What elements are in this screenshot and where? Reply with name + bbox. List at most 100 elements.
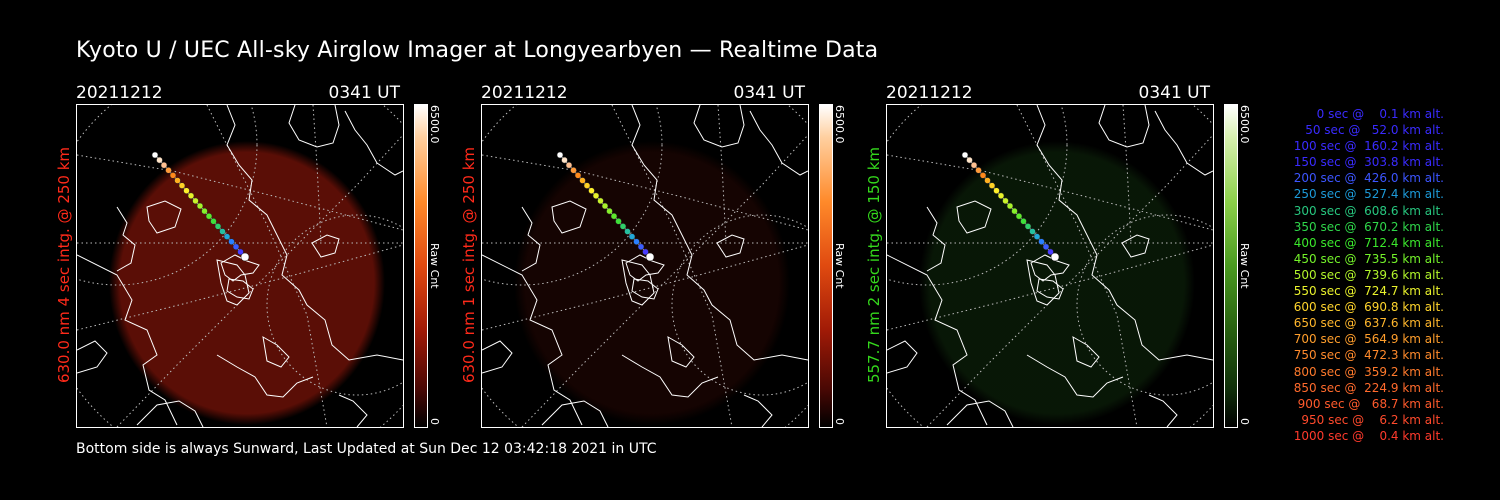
trajectory-point — [579, 177, 586, 184]
colorbar-unit: Raw Cnt — [833, 243, 846, 289]
coastline — [338, 394, 368, 427]
coastline — [551, 200, 587, 234]
trajectory-point — [615, 218, 622, 225]
map-frame — [481, 104, 809, 428]
trajectory-point — [561, 156, 568, 164]
trajectory-point — [196, 202, 204, 210]
trajectory-point — [187, 192, 195, 200]
trajectory-point — [1020, 218, 1027, 225]
coastline — [1154, 110, 1213, 176]
map-frame — [76, 104, 404, 428]
panel-date: 20211212 — [886, 83, 973, 103]
latitude-ring — [266, 214, 403, 396]
colorbar-max: 6500.0 — [428, 105, 441, 144]
colorbar-min: 0 — [833, 418, 846, 425]
island-outline — [1036, 278, 1064, 300]
trajectory-point — [979, 172, 987, 179]
coastline — [1121, 234, 1150, 258]
trajectory-point — [592, 192, 600, 200]
island-outline — [625, 254, 665, 282]
trajectory-point — [240, 252, 250, 262]
island-outline — [226, 278, 254, 300]
colorbar-min: 0 — [1238, 418, 1251, 425]
meridian-line — [611, 105, 733, 427]
coastline — [1026, 354, 1124, 398]
trajectory-point — [1006, 202, 1014, 210]
trajectory-point — [975, 167, 982, 174]
coastline — [887, 340, 918, 374]
trajectory-point — [223, 233, 231, 240]
allsky-image — [886, 104, 1214, 428]
legend-entry: 850 sec @ 224.9 km alt. — [1289, 380, 1444, 395]
trajectory-point — [232, 243, 240, 251]
trajectory-point — [588, 187, 595, 194]
legend-entry: 900 sec @ 68.7 km alt. — [1293, 396, 1444, 411]
map-frame — [886, 104, 1214, 428]
coastline — [216, 259, 250, 306]
trajectory-point — [192, 197, 199, 205]
trajectory-point — [205, 212, 213, 220]
map-svg — [887, 105, 1213, 427]
trajectory-point — [610, 212, 618, 220]
panel-time: 0341 UT — [328, 83, 401, 103]
trajectory-point — [642, 248, 649, 256]
latitude-ring — [887, 105, 1068, 286]
trajectory-point — [645, 252, 655, 262]
trajectory-point — [624, 228, 631, 235]
coastline — [1036, 105, 1213, 361]
coastline — [311, 234, 340, 258]
coastline — [262, 336, 290, 368]
trajectory-point — [237, 248, 244, 256]
coastline — [136, 400, 204, 427]
island-outline — [631, 278, 659, 300]
coastline — [621, 354, 719, 398]
trajectory-point — [160, 161, 168, 169]
coastline — [1072, 336, 1100, 368]
coastline — [956, 200, 992, 234]
trajectory-point — [201, 207, 208, 215]
trajectory-point — [597, 197, 604, 205]
coastline — [216, 354, 314, 398]
colorbar-max: 6500.0 — [1238, 105, 1251, 144]
coastline — [716, 234, 745, 258]
coastline — [77, 254, 178, 426]
page-title: Kyoto U / UEC All-sky Airglow Imager at … — [76, 38, 879, 63]
trajectory-point — [1047, 248, 1054, 256]
footer-note: Bottom side is always Sunward, Last Upda… — [76, 441, 657, 457]
legend-entry: 700 sec @ 564.9 km alt. — [1289, 332, 1444, 347]
trajectory-legend: 0 sec @ 0.1 km alt. 50 sec @ 52.0 km alt… — [1258, 106, 1444, 444]
trajectory-point — [151, 151, 159, 159]
trajectory-point — [574, 172, 582, 179]
legend-entry: 600 sec @ 690.8 km alt. — [1289, 300, 1444, 315]
channel-label: 630.0 nm 1 sec intg. @ 250 km — [460, 146, 478, 384]
trajectory-point — [1015, 212, 1023, 220]
meridian-line — [206, 105, 328, 427]
trajectory-point — [988, 182, 996, 189]
colorbar-max: 6500.0 — [833, 105, 846, 144]
island-outline — [220, 254, 260, 282]
trajectory-point — [993, 187, 1000, 194]
trajectory-point — [628, 233, 636, 240]
legend-entry: 650 sec @ 637.6 km alt. — [1289, 316, 1444, 331]
trajectory-point — [619, 223, 627, 230]
trajectory-point — [961, 151, 969, 159]
coastline — [146, 200, 182, 234]
panel-date: 20211212 — [481, 83, 568, 103]
map-svg — [77, 105, 403, 427]
legend-entry: 300 sec @ 608.6 km alt. — [1289, 203, 1444, 218]
coastline — [482, 340, 513, 374]
meridian-line — [1016, 105, 1138, 427]
island-outline — [1030, 254, 1070, 282]
trajectory-point — [970, 161, 978, 169]
trajectory-point — [966, 156, 973, 164]
coastline — [749, 110, 808, 176]
trajectory-point — [214, 223, 222, 230]
trajectory-point — [984, 177, 991, 184]
trajectory-point — [1038, 238, 1045, 245]
legend-entry: 550 sec @ 724.7 km alt. — [1289, 284, 1444, 299]
trajectory-point — [1050, 252, 1060, 262]
coastline — [887, 254, 988, 426]
trajectory-point — [606, 207, 613, 215]
coastline — [693, 105, 745, 148]
colorbar-min: 0 — [428, 418, 441, 425]
